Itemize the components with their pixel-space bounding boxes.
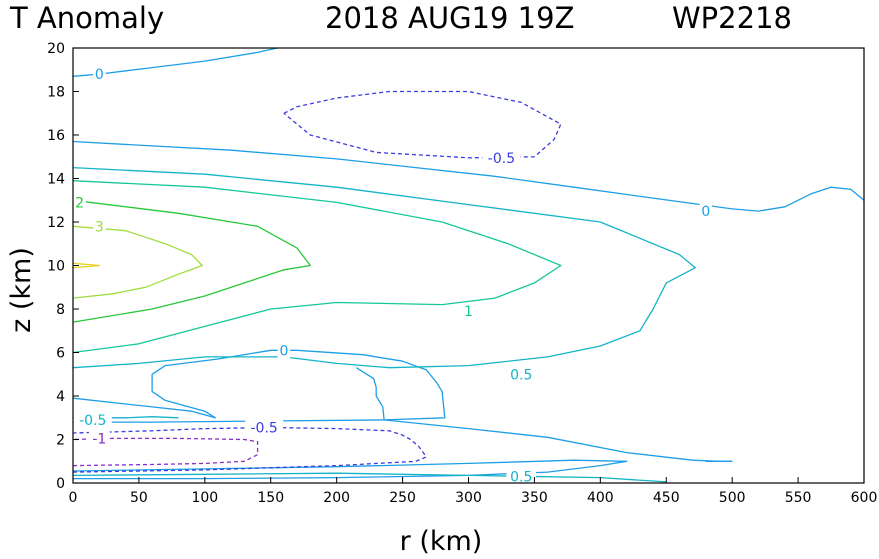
x-tick-label: 200 <box>323 490 350 506</box>
contour-label-bg <box>462 303 475 320</box>
contour-label: 1 <box>464 304 473 320</box>
contour-label-bg <box>699 203 713 220</box>
y-tick-label: 6 <box>56 346 65 362</box>
contour-labels: 0 0 0 -0.5 -0.5 -1 0.5 -0.5 0.5 1 23 <box>73 66 713 485</box>
contour-label-bg <box>506 366 536 383</box>
contour-line-2 <box>72 199 311 323</box>
x-tick-label: 300 <box>455 490 482 506</box>
y-tick-label: 4 <box>56 389 65 405</box>
contour-line-1 <box>72 180 562 354</box>
contour-label-bg <box>93 218 106 235</box>
y-tick-label: 18 <box>47 85 65 101</box>
contour-label: -0.5 <box>79 413 106 429</box>
contour-label: -1 <box>92 431 106 447</box>
contour-line-0 <box>72 459 628 480</box>
x-axis-label: r (km) <box>400 526 483 557</box>
contour-label-bg <box>73 194 86 211</box>
contour-lines <box>72 47 865 483</box>
contour-label-bg <box>277 342 291 359</box>
contour-line-neg1 <box>72 437 259 467</box>
contour-line-4 <box>72 262 101 269</box>
x-tick-label: 0 <box>69 490 78 506</box>
x-tick-label: 600 <box>851 490 878 506</box>
contour-label-bg <box>506 468 536 485</box>
contour-line-3 <box>72 225 203 299</box>
contour-line-0 <box>73 419 733 462</box>
contour-label: 0 <box>95 67 104 83</box>
contour-label: 0.5 <box>510 469 532 485</box>
contour-label-bg <box>245 419 284 436</box>
contour-label-bg <box>482 149 521 166</box>
y-tick-label: 14 <box>47 172 65 188</box>
x-tick-label: 250 <box>389 490 416 506</box>
x-axis-ticks: 0 50 100 150 200 250 300 350 400 450 500 550 600 <box>69 477 878 506</box>
x-tick-label: 150 <box>257 490 284 506</box>
contour-label: 2 <box>75 195 84 211</box>
contour-label: 0.5 <box>510 367 532 383</box>
x-tick-label: 400 <box>587 490 614 506</box>
contour-line-0 <box>72 349 446 421</box>
contour-label: 0 <box>279 343 288 359</box>
contour-line-neg0p5 <box>72 426 427 473</box>
x-tick-label: 350 <box>521 490 548 506</box>
y-tick-label: 2 <box>56 433 65 449</box>
chart-title-date: 2018 AUG19 19Z <box>325 1 574 35</box>
y-tick-label: 0 <box>56 476 65 492</box>
contour-label-bg <box>73 411 112 428</box>
contour-label: -0.5 <box>488 151 515 167</box>
y-tick-label: 20 <box>47 41 65 57</box>
y-axis-label: z (km) <box>6 247 37 333</box>
y-tick-label: 8 <box>56 302 65 318</box>
contour-line-neg0p5 <box>283 90 562 159</box>
contour-label-bg <box>88 430 110 447</box>
x-tick-label: 450 <box>653 490 680 506</box>
y-axis-ticks: 0 2 4 6 8 10 12 14 16 18 20 <box>47 41 79 492</box>
x-tick-label: 550 <box>785 490 812 506</box>
x-tick-label: 100 <box>191 490 218 506</box>
y-tick-label: 10 <box>47 259 65 275</box>
chart-title-left: T Anomaly <box>9 1 164 35</box>
y-tick-label: 16 <box>47 128 65 144</box>
contour-line-0p5 <box>72 472 667 483</box>
chart-title-storm: WP2218 <box>672 1 792 35</box>
contour-line-0 <box>72 140 865 212</box>
plot-frame <box>72 47 865 484</box>
contour-label: 0 <box>701 204 710 220</box>
contour-label: 3 <box>95 219 104 235</box>
x-tick-label: 50 <box>130 490 148 506</box>
contour-line-0p5 <box>72 166 696 369</box>
contour-label: -0.5 <box>250 421 277 437</box>
y-tick-label: 12 <box>47 215 65 231</box>
contour-line-0 <box>356 367 377 388</box>
x-tick-label: 500 <box>719 490 746 506</box>
contour-label-bg <box>93 66 106 83</box>
